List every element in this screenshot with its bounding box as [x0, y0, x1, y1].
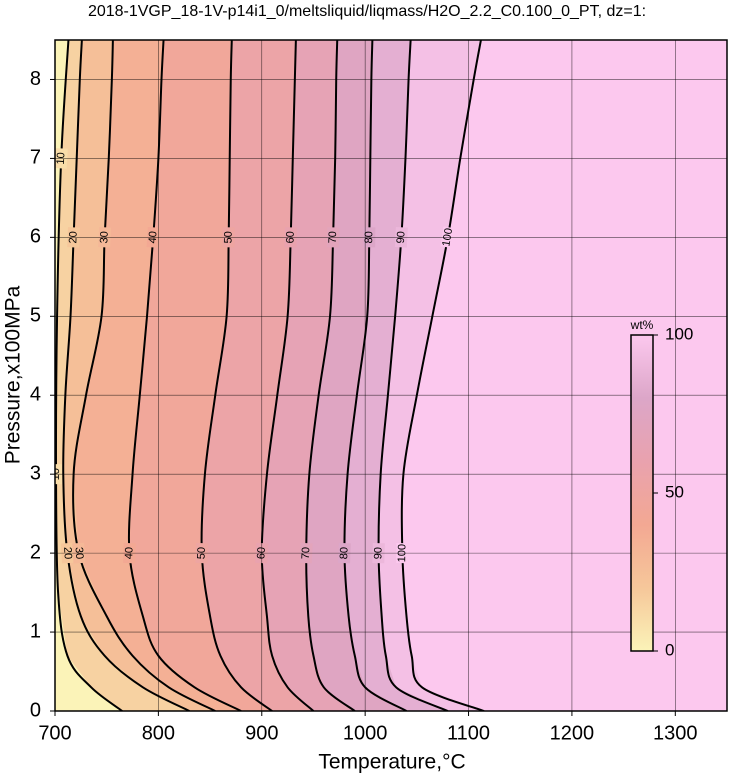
contour-line: [377, 40, 449, 711]
chart-title: 2018-1VGP_18-1V-p14i1_0/meltsliquid/liqm…: [88, 3, 646, 20]
colorbar-tick-label: 50: [665, 482, 684, 501]
x-tick-label: 1100: [447, 722, 490, 744]
contour-line: [260, 40, 315, 711]
contour-line: [305, 40, 356, 711]
contour-line: [343, 40, 408, 711]
y-tick-label: 3: [30, 462, 41, 484]
y-tick-label: 4: [30, 384, 41, 406]
colorbar-label: wt%: [630, 318, 654, 332]
colorbar-tick-label: 100: [665, 324, 693, 343]
y-tick-label: 5: [30, 305, 41, 327]
y-tick-label: 7: [30, 147, 41, 169]
contour-line: [72, 40, 216, 711]
contour-line: [62, 40, 190, 711]
x-tick-label: 1000: [343, 722, 388, 744]
x-tick-label: 1200: [550, 722, 595, 744]
x-tick-label: 800: [142, 722, 175, 744]
y-tick-label: 1: [30, 620, 41, 642]
y-tick-label: 8: [30, 68, 41, 90]
y-tick-label: 6: [30, 226, 41, 248]
contour-line: [200, 40, 273, 711]
colorbar-tick-label: 0: [665, 640, 674, 659]
y-tick-label: 2: [30, 541, 41, 563]
y-tick-label: 0: [30, 699, 41, 721]
axes: 700 800 900 1000 1100 1200 1300 0 1 2 3 4 5 6 7 8 0 50 100…: [30, 39, 728, 744]
x-axis-label: Temperature,°C: [318, 751, 465, 774]
x-tick-label: 900: [245, 722, 278, 744]
x-tick-label: 1300: [653, 722, 698, 744]
y-axis-label: Pressure,x100MPa: [2, 285, 25, 464]
colorbar: [630, 334, 654, 652]
x-tick-label: 700: [38, 722, 71, 744]
plot-frame: [54, 39, 728, 712]
contour-line: [400, 40, 485, 711]
